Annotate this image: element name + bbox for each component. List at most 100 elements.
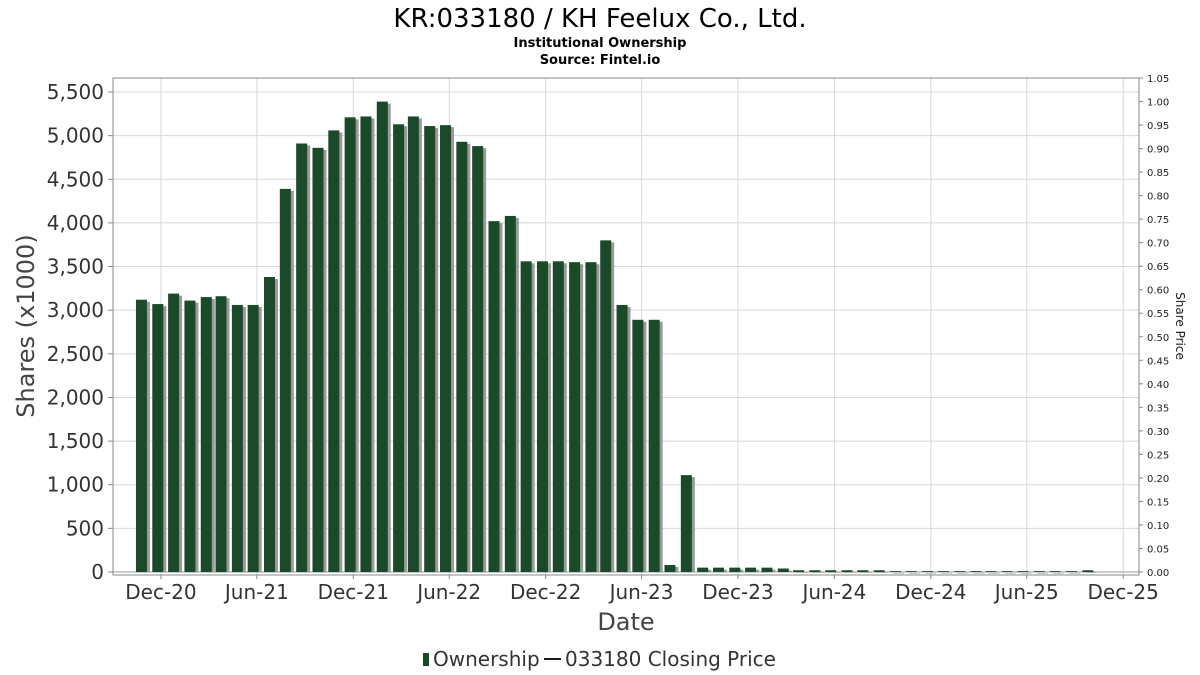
bar-ownership [922, 571, 934, 572]
bar-ownership [456, 141, 468, 572]
bar-ownership [761, 567, 773, 572]
bar-shadow [1036, 573, 1048, 574]
bar-ownership [168, 293, 180, 572]
y2-tick-label: 0.00 [1147, 568, 1169, 579]
x-tick-label: Dec-23 [702, 580, 773, 604]
bar-ownership [697, 567, 709, 572]
bar-ownership [393, 124, 405, 573]
bar-ownership [328, 130, 340, 572]
legend-swatch-ownership [423, 653, 429, 666]
y2-tick-label: 0.40 [1147, 380, 1169, 391]
bar-ownership [536, 261, 548, 572]
y-tick-label: 4,000 [47, 211, 104, 235]
y2-tick-label: 0.50 [1147, 333, 1169, 344]
x-tick-label: Dec-20 [125, 580, 196, 604]
bar-ownership [1001, 571, 1013, 572]
bar-ownership [841, 570, 853, 572]
bar-ownership [793, 570, 805, 572]
bar-shadow [908, 573, 920, 574]
legend: Ownership 033180 Closing Price [423, 647, 776, 671]
chart-source: Source: Fintel.io [540, 53, 661, 68]
bar-ownership [264, 277, 276, 572]
y-tick-label: 4,500 [47, 167, 104, 191]
x-tick-label: Jun-23 [608, 580, 674, 604]
bar-shadow [844, 572, 856, 573]
y2-tick-label: 0.70 [1147, 239, 1169, 250]
bar-ownership [1017, 571, 1029, 572]
bar-ownership [135, 299, 147, 572]
bar-shadow [957, 573, 969, 574]
bar-ownership [184, 300, 196, 572]
y2-tick-label: 0.30 [1147, 427, 1169, 438]
bar-ownership [360, 116, 372, 572]
y-tick-label: 1,000 [47, 473, 104, 497]
legend-entry-price: 033180 Closing Price [565, 647, 776, 671]
bar-ownership [585, 262, 597, 572]
y-tick-label: 0 [91, 560, 104, 584]
bar-ownership [857, 570, 869, 572]
x-tick-label: Dec-24 [895, 580, 966, 604]
bar-ownership [504, 215, 516, 572]
bar-ownership [905, 571, 917, 572]
bar-ownership [247, 304, 259, 572]
y2-tick-label: 0.10 [1147, 521, 1169, 532]
bar-shadow [796, 572, 808, 573]
bar-ownership [1066, 571, 1078, 572]
bar-ownership [569, 262, 581, 572]
y2-tick-label: 0.80 [1147, 192, 1169, 203]
bar-ownership [890, 571, 902, 572]
bar-ownership [152, 304, 164, 572]
legend-entry-ownership: Ownership [433, 647, 540, 671]
bar-ownership [424, 126, 436, 572]
bar-ownership [1082, 570, 1094, 572]
chart-subtitle: Institutional Ownership [514, 36, 687, 51]
x-axis-label: Date [597, 608, 654, 636]
bar-shadow [1004, 573, 1016, 574]
y-tick-label: 5,500 [47, 80, 104, 104]
bar-shadow [828, 572, 840, 573]
bar-ownership [200, 297, 212, 572]
bar-ownership [488, 221, 500, 572]
bar-ownership [472, 146, 484, 573]
y2-axis-label: Share Price [1173, 292, 1187, 360]
bar-ownership [648, 319, 660, 572]
y-axis-label: Shares (x1000) [12, 234, 40, 417]
bar-shadow [1020, 573, 1032, 574]
bar-ownership [312, 147, 324, 572]
x-tick-label: Jun-22 [415, 580, 481, 604]
bar-ownership [954, 571, 966, 572]
y2-tick-label: 1.00 [1147, 98, 1169, 109]
y-tick-label: 2,000 [47, 385, 104, 409]
bar-ownership [1049, 571, 1061, 572]
bar-ownership [680, 475, 692, 572]
bar-ownership [825, 570, 837, 572]
bar-shadow [940, 573, 952, 574]
bar-shadow [812, 572, 824, 573]
bar-ownership [664, 565, 676, 572]
x-axis-ticks: Dec-20 Jun-21 Dec-21 Jun-22 Dec-22 Jun-23 Dec-… [125, 575, 1159, 604]
bar-ownership [985, 571, 997, 572]
bar-ownership [632, 319, 644, 572]
bar-shadow [925, 573, 937, 574]
bar-ownership [296, 143, 308, 572]
y2-tick-label: 0.25 [1147, 450, 1169, 461]
y2-tick-label: 0.65 [1147, 262, 1169, 273]
right-axis-ticks: 0.00 0.05 0.10 0.15 0.20 0.25 0.30 0.35 0.40 0.45… [1139, 74, 1169, 579]
bar-series-ownership [135, 101, 1097, 574]
bar-ownership [970, 571, 982, 572]
bar-ownership [745, 567, 757, 572]
y2-tick-label: 0.95 [1147, 121, 1169, 132]
bar-ownership [777, 568, 789, 572]
x-tick-label: Jun-21 [223, 580, 289, 604]
bar-shadow [860, 572, 872, 573]
bar-ownership [215, 296, 227, 572]
bar-ownership [1033, 571, 1045, 572]
y2-tick-label: 0.55 [1147, 309, 1169, 320]
x-tick-label: Dec-22 [510, 580, 581, 604]
y-tick-label: 2,500 [47, 342, 104, 366]
bar-ownership [600, 240, 612, 572]
y2-tick-label: 0.20 [1147, 474, 1169, 485]
bar-shadow [973, 573, 985, 574]
y2-tick-label: 0.90 [1147, 145, 1169, 156]
bar-ownership [729, 567, 741, 572]
